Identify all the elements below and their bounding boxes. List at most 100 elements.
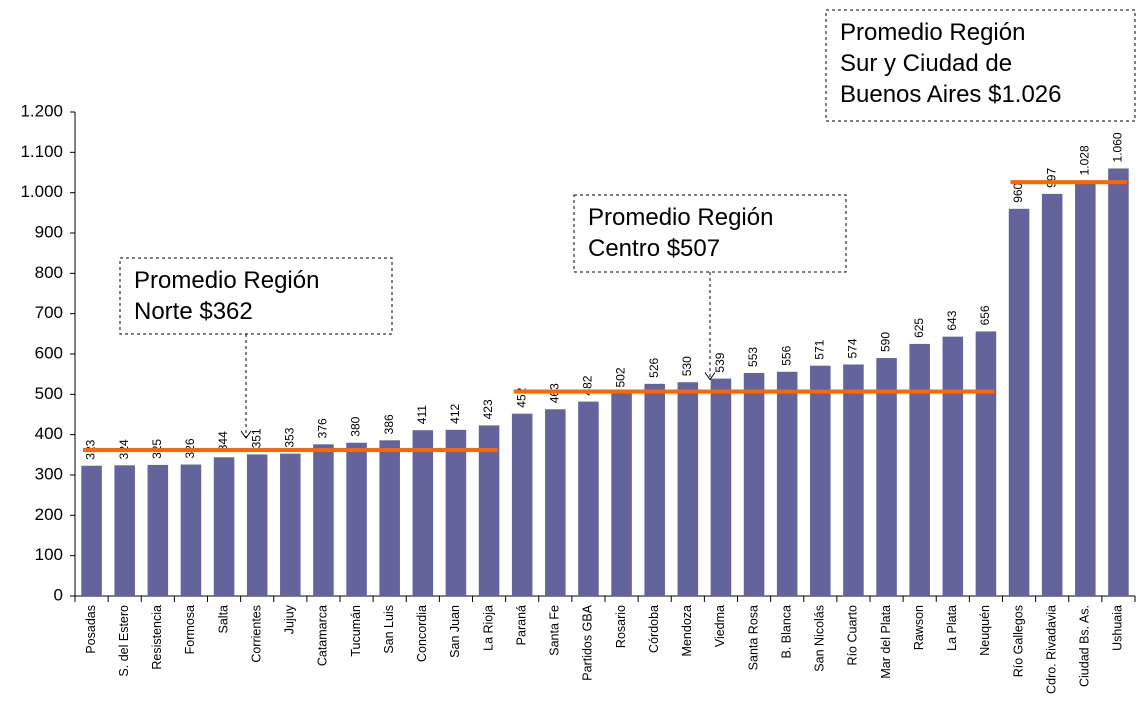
bar — [412, 430, 434, 596]
annotation-line: Promedio Región — [134, 267, 319, 294]
x-tick-label: Corrientes — [249, 605, 263, 663]
x-tick-label: Cdro. Rivadavia — [1044, 605, 1058, 694]
value-label: 376 — [316, 418, 330, 438]
bar — [147, 464, 169, 596]
x-tick-label: San Luis — [382, 605, 396, 654]
x-tick-label: Rawson — [912, 605, 926, 650]
y-tick-label: 1.100 — [20, 142, 63, 161]
x-tick-label: B. Blanca — [779, 605, 793, 659]
y-tick-label: 900 — [35, 222, 63, 241]
x-tick-label: San Juan — [448, 605, 462, 658]
x-tick-label: Catamarca — [316, 605, 330, 666]
x-tick-label: Paraná — [514, 605, 528, 645]
bar — [776, 371, 798, 596]
value-label: 353 — [282, 427, 296, 447]
annotation-line: Centro $507 — [588, 235, 720, 262]
x-tick-label: S. del Estero — [117, 605, 131, 677]
x-tick-label: Concordia — [415, 605, 429, 662]
y-tick-label: 200 — [35, 505, 63, 524]
y-tick-label: 400 — [35, 424, 63, 443]
value-label: 539 — [713, 352, 727, 372]
value-label: 351 — [249, 428, 263, 448]
bar — [1075, 181, 1096, 596]
bar — [511, 413, 533, 596]
bar — [1041, 193, 1063, 597]
annotation-line: Promedio Región — [588, 204, 773, 231]
value-label: 1.028 — [1077, 145, 1091, 175]
y-tick-label: 300 — [35, 464, 63, 483]
annotation-line: Promedio Región — [840, 19, 1025, 46]
bar — [81, 465, 102, 596]
x-tick-label: Ciudad Bs. As. — [1078, 605, 1092, 687]
bar — [478, 425, 500, 596]
x-tick-label: Resistencia — [150, 605, 164, 670]
annotation-box — [573, 194, 847, 273]
bar — [743, 372, 765, 596]
value-label: 502 — [614, 367, 628, 387]
x-tick-label: Mendoza — [680, 605, 694, 656]
bar — [644, 383, 665, 596]
bar — [346, 442, 367, 596]
value-label: 530 — [680, 356, 694, 376]
value-label: 643 — [945, 310, 959, 330]
value-label: 412 — [448, 403, 462, 423]
y-tick-label: 0 — [54, 585, 63, 604]
bar — [246, 454, 268, 596]
x-tick-label: Río Cuarto — [846, 605, 860, 665]
bar — [379, 440, 400, 596]
value-label: 625 — [912, 318, 926, 338]
x-tick-label: Viedma — [713, 605, 727, 647]
x-tick-label: Jujuy — [283, 604, 297, 634]
bar — [942, 336, 964, 596]
value-label: 411 — [415, 405, 429, 424]
value-label: 1.060 — [1111, 132, 1125, 162]
bar — [810, 365, 831, 596]
x-tick-label: Neuquén — [978, 605, 992, 656]
annotation-text: Promedio Región Sur y Ciudad de Buenos Air… — [840, 19, 1062, 108]
bar — [280, 453, 301, 596]
value-label: 553 — [746, 347, 760, 367]
bar — [611, 393, 632, 596]
value-label: 960 — [1011, 182, 1025, 202]
bar — [1108, 168, 1129, 596]
x-tick-label: La Rioja — [481, 605, 495, 651]
x-tick-label: Rosario — [614, 605, 628, 648]
x-tick-label: Posadas — [84, 605, 98, 654]
y-tick-label: 600 — [35, 343, 63, 362]
x-tick-label: Ushuaia — [1111, 605, 1125, 651]
bar — [909, 343, 930, 596]
x-tick-label: San Nicolás — [813, 605, 827, 672]
x-tick-label: Formosa — [183, 605, 197, 654]
bar — [1008, 208, 1030, 597]
bar — [876, 358, 897, 596]
bar — [213, 457, 235, 596]
arrow-head — [704, 372, 716, 381]
y-tick-label: 800 — [35, 263, 63, 282]
bar — [445, 429, 467, 596]
y-tick-label: 700 — [35, 303, 63, 322]
x-tick-label: Santa Rosa — [746, 605, 760, 670]
value-label: 571 — [812, 339, 826, 359]
value-label: 380 — [349, 416, 363, 436]
value-label: 386 — [382, 414, 396, 434]
bar — [114, 465, 135, 596]
value-label: 526 — [647, 357, 661, 377]
bar — [180, 464, 202, 596]
bar — [710, 378, 732, 596]
x-tick-label: Tucumán — [349, 605, 363, 657]
y-tick-label: 500 — [35, 384, 63, 403]
y-tick-label: 100 — [35, 545, 63, 564]
bar — [578, 401, 599, 596]
value-label: 590 — [879, 332, 893, 352]
x-tick-label: Santa Fe — [548, 605, 562, 656]
annotation-text: Promedio Región Centro $507 — [588, 204, 773, 262]
value-label: 423 — [481, 399, 495, 419]
value-label: 556 — [779, 345, 793, 365]
value-label: 344 — [216, 431, 230, 451]
bar — [843, 364, 864, 596]
bar — [313, 444, 334, 596]
x-tick-label: Córdoba — [647, 605, 661, 653]
y-tick-label: 1.000 — [20, 182, 63, 201]
bar — [677, 382, 699, 596]
